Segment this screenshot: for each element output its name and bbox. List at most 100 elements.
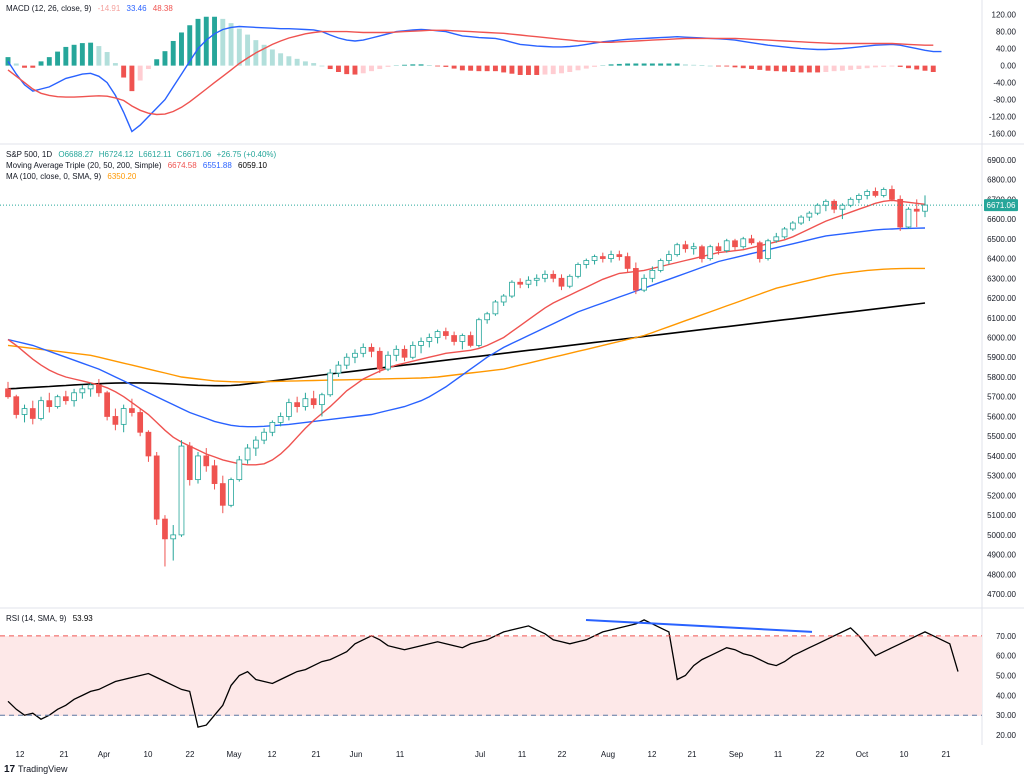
macd-hist-bar bbox=[145, 65, 151, 70]
macd-hist-bar bbox=[625, 63, 631, 66]
macd-hist-bar bbox=[608, 64, 614, 66]
macd-hist-bar bbox=[360, 65, 366, 74]
macd-hist-bar bbox=[831, 65, 837, 72]
candlesticks bbox=[5, 185, 928, 567]
macd-hist-bar bbox=[889, 65, 895, 67]
macd-hist-bar bbox=[930, 65, 936, 72]
x-tick-label: 11 bbox=[396, 750, 405, 759]
candle-body bbox=[583, 260, 590, 265]
macd-hist-bar bbox=[426, 65, 432, 66]
candle-body bbox=[459, 335, 466, 342]
macd-hist-bar bbox=[154, 59, 160, 66]
rsi-line bbox=[7, 619, 959, 728]
macd-hist-bar bbox=[526, 65, 531, 75]
candle-body bbox=[856, 194, 862, 200]
macd-hist-bar bbox=[872, 65, 878, 68]
price-tick-label: 5800.00 bbox=[987, 373, 1016, 382]
candle-body bbox=[335, 364, 342, 374]
macd-hist-bar bbox=[203, 16, 209, 66]
macd-hist-bar bbox=[286, 56, 292, 66]
candle-body bbox=[236, 459, 243, 481]
candle-body bbox=[269, 421, 276, 433]
macd-hist-bar bbox=[377, 65, 383, 70]
rsi-tick-label: 60.00 bbox=[996, 652, 1017, 661]
candle-body bbox=[765, 240, 771, 259]
macd-hist-bar bbox=[517, 65, 523, 75]
candle-body bbox=[79, 388, 86, 394]
macd-hist-bar bbox=[393, 65, 399, 66]
candle-body bbox=[690, 246, 697, 250]
macd-hist-bar bbox=[699, 65, 705, 66]
candle-body bbox=[46, 400, 53, 407]
macd-hist-bar bbox=[443, 65, 449, 67]
candle-body bbox=[467, 335, 474, 346]
macd-hist-bar bbox=[352, 65, 358, 75]
candle-body bbox=[723, 240, 730, 252]
candle-body bbox=[492, 301, 499, 315]
macd-hist-bar bbox=[600, 65, 606, 66]
candle-body bbox=[591, 256, 598, 261]
ma200-line bbox=[7, 302, 926, 390]
ma50-line bbox=[7, 227, 926, 428]
candle-body bbox=[129, 408, 135, 413]
candle-body bbox=[442, 331, 449, 336]
macd-hist-bar bbox=[906, 65, 911, 69]
macd-hist-bar bbox=[5, 57, 11, 66]
price-tick-label: 4900.00 bbox=[987, 551, 1016, 560]
rsi-tick-label: 50.00 bbox=[996, 672, 1017, 681]
macd-hist-bar bbox=[839, 65, 845, 71]
macd-tick-label: -120.00 bbox=[989, 113, 1017, 122]
candle-body bbox=[484, 313, 491, 321]
x-tick-label: Apr bbox=[98, 750, 111, 759]
macd-hist-bar bbox=[641, 63, 647, 66]
candle-body bbox=[682, 244, 689, 250]
price-tick-label: 4700.00 bbox=[987, 590, 1016, 599]
candle-body bbox=[550, 273, 557, 279]
x-tick-label: 11 bbox=[518, 750, 527, 759]
macd-hist-bar bbox=[567, 65, 573, 72]
macd-hist-bar bbox=[418, 64, 424, 66]
macd-hist-bar bbox=[451, 65, 457, 69]
macd-hist-bar bbox=[228, 23, 234, 66]
macd-hist-bar bbox=[63, 46, 69, 66]
macd-hist-bar bbox=[914, 65, 920, 70]
x-tick-label: Sep bbox=[729, 750, 744, 759]
macd-legend: MACD (12, 26, close, 9) -14.91 33.46 48.… bbox=[6, 4, 173, 13]
candle-body bbox=[756, 242, 763, 259]
macd-hist-bar bbox=[269, 49, 275, 66]
x-tick-label: 11 bbox=[774, 750, 783, 759]
macd-hist-bar bbox=[856, 65, 862, 70]
macd-hist-bar bbox=[691, 64, 697, 66]
candle-body bbox=[715, 246, 722, 252]
x-tick-label: 22 bbox=[186, 750, 195, 759]
macd-hist-bar bbox=[195, 18, 201, 66]
x-tick-label: 12 bbox=[268, 750, 277, 759]
candle-body bbox=[376, 350, 383, 370]
price-tick-label: 6400.00 bbox=[987, 255, 1016, 264]
candle-body bbox=[186, 445, 193, 481]
rsi-legend: RSI (14, SMA, 9) 53.93 bbox=[6, 614, 93, 623]
price-tick-label: 6500.00 bbox=[987, 235, 1016, 244]
macd-hist-bar bbox=[319, 65, 325, 67]
candle-body bbox=[38, 400, 44, 419]
candle-body bbox=[112, 416, 119, 425]
candle-body bbox=[608, 254, 614, 259]
tradingview-logo[interactable]: 17 TradingView bbox=[4, 764, 68, 775]
candle-body bbox=[847, 198, 854, 206]
candle-body bbox=[542, 273, 548, 279]
macd-hist-bar bbox=[707, 65, 713, 67]
candle-body bbox=[434, 331, 441, 338]
candle-body bbox=[798, 216, 804, 224]
candle-body bbox=[839, 204, 846, 210]
macd-hist-bar bbox=[476, 65, 482, 72]
macd-hist-bar bbox=[649, 63, 655, 66]
candle-body bbox=[889, 189, 895, 200]
candle-body bbox=[773, 236, 780, 242]
candle-body bbox=[153, 455, 160, 520]
candle-body bbox=[575, 264, 581, 277]
macd-hist-bar bbox=[922, 65, 928, 71]
axes: 6900.006800.006700.006600.006500.006400.… bbox=[0, 11, 1017, 759]
candle-body bbox=[170, 534, 177, 540]
macd-hist-bar bbox=[666, 63, 672, 66]
